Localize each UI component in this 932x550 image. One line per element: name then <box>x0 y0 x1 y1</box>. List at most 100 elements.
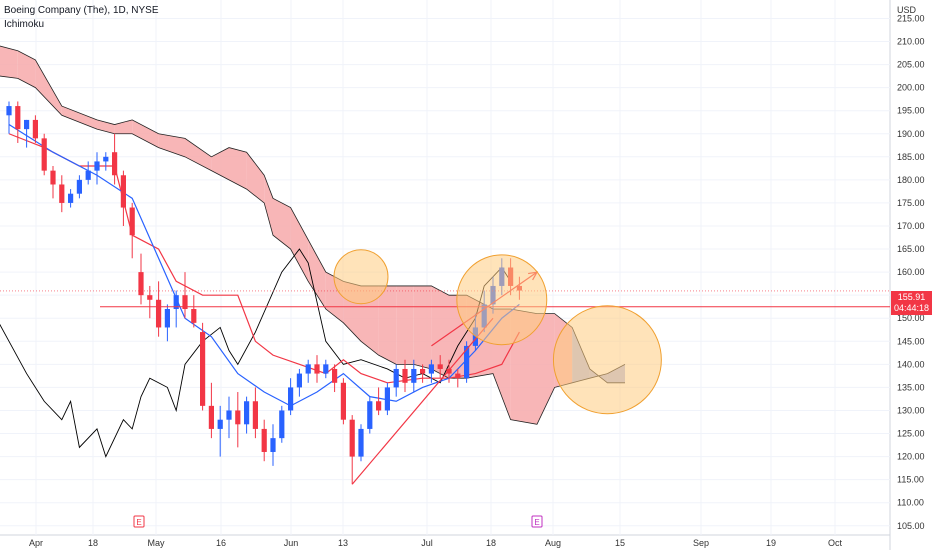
last-price: 155.91 <box>897 292 926 302</box>
price-tick-label: 195.00 <box>897 106 925 116</box>
cloud-segment <box>537 313 555 425</box>
candle-body <box>314 364 320 374</box>
candle-body <box>120 175 126 208</box>
highlight-circle[interactable] <box>333 249 389 305</box>
candle-body <box>15 106 21 130</box>
candle-body <box>76 179 82 194</box>
candle-body <box>428 364 434 374</box>
price-tick-label: 205.00 <box>897 60 925 70</box>
price-tick-label: 135.00 <box>897 382 925 392</box>
candle-body <box>437 364 443 369</box>
currency-label: USD <box>897 5 917 15</box>
time-tick-label: 18 <box>486 538 496 548</box>
candle-body <box>384 387 390 411</box>
candle-body <box>138 272 144 296</box>
cloud-segment <box>158 133 185 157</box>
price-tick-label: 125.00 <box>897 429 925 439</box>
price-tick-label: 185.00 <box>897 152 925 162</box>
cloud-segment <box>308 239 326 310</box>
price-tick-label: 175.00 <box>897 198 925 208</box>
lagging-span-line <box>0 248 511 458</box>
candle-body <box>103 156 109 162</box>
candle-body <box>217 419 223 429</box>
cloud-segment <box>264 175 273 236</box>
price-tick-label: 145.00 <box>897 336 925 346</box>
symbol-title: Boeing Company (The), 1D, NYSE <box>4 5 159 16</box>
candle-body <box>147 295 153 300</box>
candle-body <box>332 368 338 383</box>
candle-body <box>358 428 364 457</box>
cloud-segment <box>413 285 432 369</box>
candle-body <box>50 170 56 185</box>
candle-body <box>129 207 135 236</box>
price-tick-label: 120.00 <box>897 452 925 462</box>
candle-body <box>32 119 38 139</box>
highlight-circle[interactable] <box>456 254 548 346</box>
time-tick-label: May <box>147 538 165 548</box>
user-drawings[interactable] <box>0 249 890 485</box>
time-tick-label: 13 <box>338 538 348 548</box>
candle-body <box>156 299 162 328</box>
time-axis[interactable]: Apr 18 May 16 Jun 13 Jul 18 Aug 15 Sep 19 Oct E E <box>29 515 843 548</box>
candle-body <box>41 138 47 171</box>
cloud-segment <box>273 198 291 250</box>
last-price-badge: 155.91 04:44:18 <box>891 291 932 315</box>
candle-body <box>270 438 276 452</box>
cloud-segment <box>35 59 62 116</box>
cloud-segment <box>396 285 414 365</box>
earnings-marker-box[interactable] <box>133 515 145 528</box>
indicator-label[interactable]: Ichimoku <box>4 19 45 30</box>
leading-span-b <box>0 75 626 425</box>
price-tick-label: 115.00 <box>897 475 924 485</box>
candle-body <box>446 368 452 374</box>
bar-countdown: 04:44:18 <box>893 303 930 313</box>
candle-body <box>411 368 417 383</box>
cloud-segment <box>378 285 397 365</box>
time-tick-label: 16 <box>216 538 226 548</box>
candle-body <box>279 410 285 439</box>
price-tick-label: 190.00 <box>897 129 925 139</box>
candle-body <box>252 401 258 429</box>
cloud-segment <box>431 285 449 379</box>
cloud-segment <box>185 138 212 171</box>
price-tick-label: 210.00 <box>897 37 925 47</box>
candle-body <box>173 295 179 310</box>
candle-body <box>367 401 373 429</box>
cloud-segment <box>17 50 36 88</box>
candle-body <box>164 309 170 328</box>
cloud-segment <box>0 46 18 79</box>
candle-body <box>402 368 408 383</box>
candle-body <box>200 332 206 406</box>
cloud-segment <box>290 207 309 282</box>
candle-body <box>226 410 232 420</box>
time-tick-label: Aug <box>545 538 561 548</box>
time-tick-label: 18 <box>88 538 98 548</box>
price-tick-label: 140.00 <box>897 359 925 369</box>
candle-body <box>6 106 12 116</box>
price-tick-label: 105.00 <box>897 521 925 531</box>
chart-legend: Boeing Company (The), 1D, NYSE Ichimoku <box>4 4 159 32</box>
earnings-marker-box[interactable] <box>531 515 543 528</box>
price-tick-label: 170.00 <box>897 221 925 231</box>
trend-line[interactable] <box>351 317 494 485</box>
time-tick-label: Apr <box>29 538 43 548</box>
price-axis[interactable]: 105.00 110.00 115.00 120.00 125.00 130.00 135.… <box>897 13 925 530</box>
candle-body <box>85 170 91 180</box>
price-tick-label: 165.00 <box>897 244 925 254</box>
candle-body <box>24 119 30 130</box>
candle-body <box>68 193 74 203</box>
cloud-segment <box>61 106 97 130</box>
price-tick-label: 200.00 <box>897 83 925 93</box>
candle-body <box>340 382 346 420</box>
candle-body <box>464 345 470 379</box>
candle-body <box>94 161 100 171</box>
candle-body <box>244 401 250 425</box>
cloud-segment <box>246 152 265 203</box>
time-tick-label: Sep <box>693 538 709 548</box>
highlight-circle[interactable] <box>552 305 662 415</box>
candle-body <box>261 428 267 452</box>
candle-body <box>288 387 294 411</box>
price-tick-label: 215.00 <box>897 13 925 23</box>
time-tick-label: Jun <box>284 538 299 548</box>
